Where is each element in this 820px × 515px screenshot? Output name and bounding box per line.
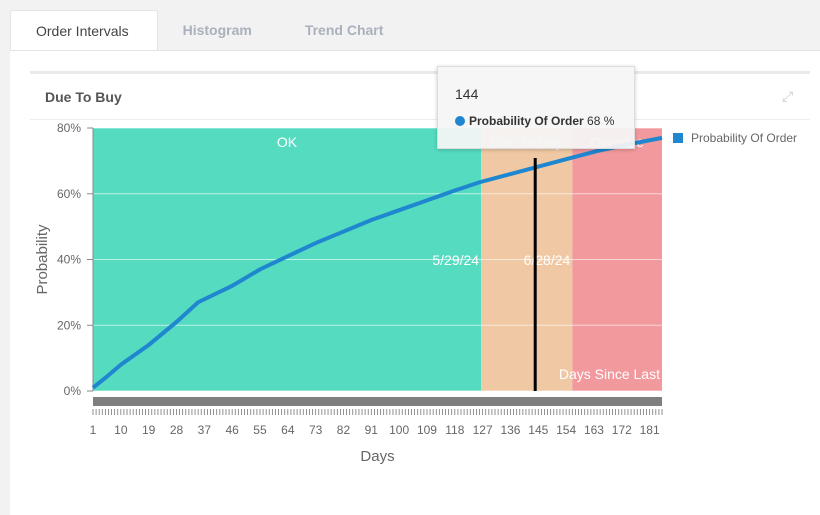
x-tick-label: 136 xyxy=(500,423,520,437)
x-tick-label: 172 xyxy=(612,423,632,437)
y-tick-label: 80% xyxy=(57,121,81,135)
x-axis-title: Days xyxy=(360,448,394,465)
tooltip-series: Probability Of Order xyxy=(469,114,584,128)
x-tick-label: 109 xyxy=(417,423,437,437)
y-tick-label: 60% xyxy=(57,187,81,201)
tab-order-intervals[interactable]: Order Intervals xyxy=(10,10,158,51)
x-tick-label: 181 xyxy=(640,423,660,437)
tab-trend-chart[interactable]: Trend Chart xyxy=(304,22,384,38)
tab-histogram[interactable]: Histogram xyxy=(182,22,252,38)
x-tick-label: 46 xyxy=(225,423,239,437)
tab-bar: Order Intervals Histogram Trend Chart xyxy=(10,10,411,51)
x-tick-label: 145 xyxy=(528,423,548,437)
divider xyxy=(30,119,810,120)
scrollbar xyxy=(93,397,662,406)
x-tick-label: 100 xyxy=(389,423,409,437)
y-tick-label: 0% xyxy=(64,384,82,398)
x-tick-label: 91 xyxy=(365,423,379,437)
legend-item[interactable]: Probability Of Order xyxy=(673,131,797,145)
x-tick-label: 82 xyxy=(337,423,351,437)
legend-swatch xyxy=(673,133,683,143)
annotation: Days Since Last xyxy=(559,366,660,382)
expand-icon[interactable]: ⤢ xyxy=(782,88,794,104)
x-tick-label: 37 xyxy=(198,423,212,437)
x-tick-label: 163 xyxy=(584,423,604,437)
y-axis-title: Probability xyxy=(34,224,51,295)
panel-border xyxy=(30,71,810,74)
x-tick-label: 127 xyxy=(473,423,493,437)
tooltip: 144 Probability Of Order 68 % xyxy=(437,66,635,149)
x-tick-label: 19 xyxy=(142,423,156,437)
x-tick-label: 64 xyxy=(281,423,295,437)
x-tick-label: 118 xyxy=(445,423,464,437)
x-tick-label: 10 xyxy=(114,423,128,437)
x-tick-label: 73 xyxy=(309,423,323,437)
y-tick-label: 20% xyxy=(57,318,81,332)
x-tick-label: 1 xyxy=(90,423,97,437)
tooltip-value: 68 % xyxy=(587,114,615,128)
tooltip-row: Probability Of Order 68 % xyxy=(455,114,614,128)
x-tick-label: 28 xyxy=(170,423,184,437)
x-tick-label: 55 xyxy=(253,423,267,437)
tooltip-x: 144 xyxy=(455,86,479,102)
series-line xyxy=(91,135,663,390)
band-label: OK xyxy=(277,134,298,150)
legend-label: Probability Of Order xyxy=(691,131,798,145)
y-tick-label: 40% xyxy=(57,253,81,267)
panel-title: Due To Buy xyxy=(45,89,122,105)
series-dot-icon xyxy=(455,116,465,126)
x-tick-label: 154 xyxy=(556,423,576,437)
